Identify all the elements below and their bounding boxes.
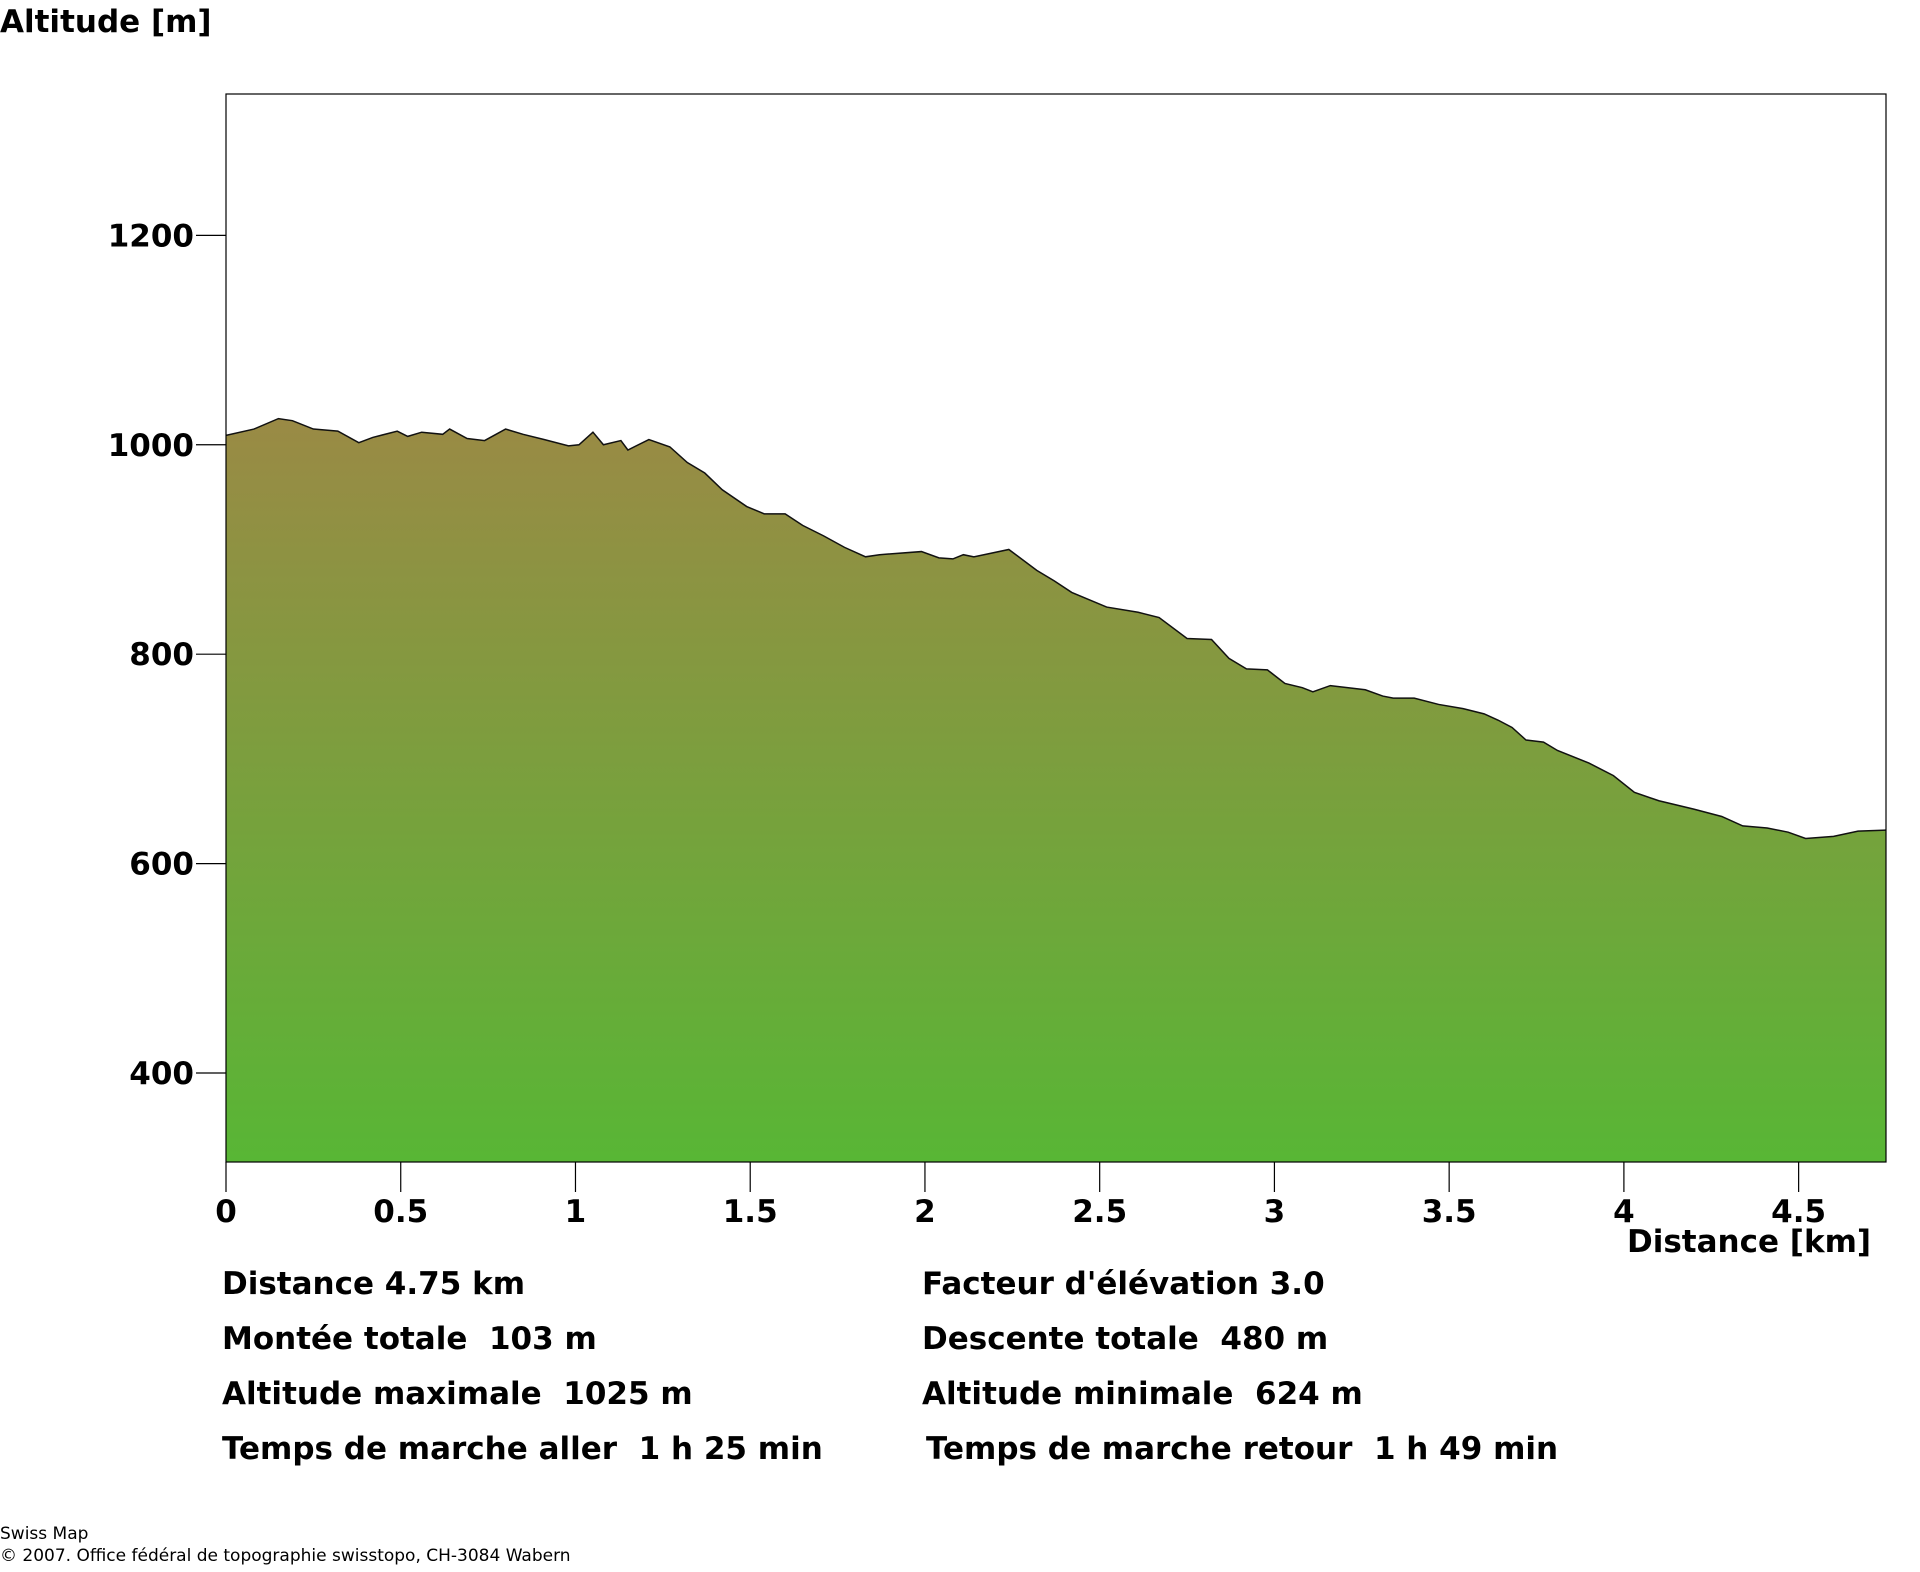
y-tick-label: 1200 (108, 218, 194, 254)
x-tick-label: 0 (215, 1194, 237, 1230)
elevation-area (226, 418, 1886, 1162)
footer-copyright: © 2007. Office fédéral de topographie sw… (0, 1546, 571, 1566)
x-tick-label: 2.5 (1072, 1194, 1127, 1230)
y-tick-label: 800 (129, 637, 194, 673)
x-axis-title: Distance [km] (1627, 1224, 1872, 1260)
footer-source: Swiss Map (0, 1524, 89, 1544)
elevation-line (225, 417, 1887, 840)
x-tick-label: 4.5 (1771, 1194, 1826, 1230)
stat-time-return: Temps de marche retour 1 h 49 min (926, 1431, 1559, 1467)
x-tick-label: 3 (1264, 1194, 1286, 1230)
plot-frame (225, 93, 1887, 1163)
x-tick-label: 0.5 (373, 1194, 428, 1230)
x-tick-label: 4 (1613, 1194, 1635, 1230)
stat-elevation-factor: Facteur d'élévation 3.0 (922, 1266, 1325, 1302)
stat-total-descent: Descente totale 480 m (922, 1321, 1329, 1357)
y-tick-label: 1000 (108, 428, 194, 464)
stat-total-ascent: Montée totale 103 m (222, 1321, 597, 1357)
stat-min-altitude: Altitude minimale 624 m (922, 1376, 1363, 1412)
x-tick-label: 1.5 (723, 1194, 778, 1230)
x-tick-label: 2 (914, 1194, 936, 1230)
y-tick-label: 400 (129, 1056, 194, 1092)
x-tick-label: 3.5 (1422, 1194, 1477, 1230)
stat-max-altitude: Altitude maximale 1025 m (222, 1376, 693, 1412)
stat-time-outbound: Temps de marche aller 1 h 25 min (222, 1431, 823, 1467)
x-tick-label: 1 (565, 1194, 587, 1230)
stat-distance: Distance 4.75 km (222, 1266, 526, 1302)
y-tick-label: 600 (129, 847, 194, 883)
y-axis-title: Altitude [m] (0, 4, 212, 40)
